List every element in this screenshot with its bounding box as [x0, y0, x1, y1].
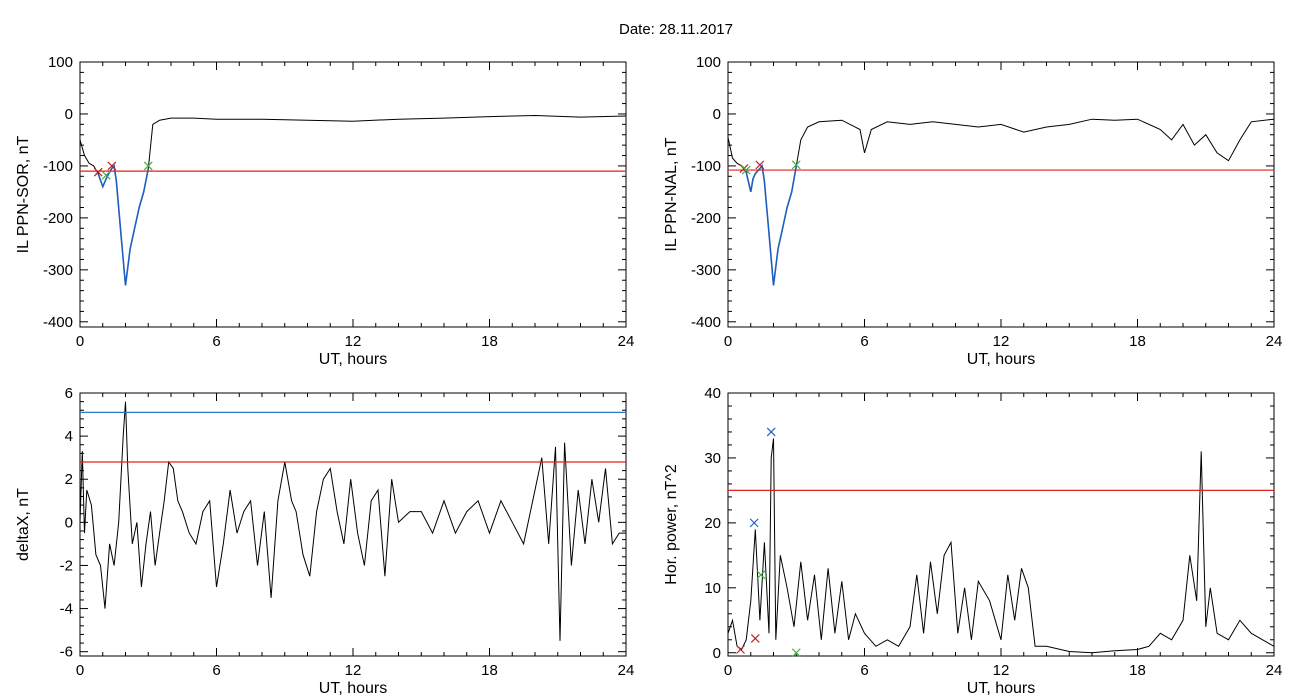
- marker-blue: [749, 518, 759, 528]
- marker-stroke: [736, 645, 745, 654]
- y-tick-label: -2: [60, 557, 73, 574]
- y-tick-label: -400: [691, 314, 721, 331]
- y-tick-label: 0: [65, 514, 73, 531]
- x-tick-label: 12: [993, 333, 1010, 350]
- marker-red: [755, 160, 765, 170]
- marker-stroke: [101, 170, 111, 180]
- data-line: [728, 118, 1274, 286]
- y-tick-label: 0: [713, 645, 721, 662]
- data-line: [728, 438, 1274, 654]
- plot-area: [728, 118, 1274, 286]
- y-tick-label: -300: [43, 262, 73, 279]
- x-axis-label: UT, hours: [319, 680, 387, 697]
- y-tick-label: -6: [60, 644, 73, 661]
- x-tick-label: 0: [76, 662, 84, 679]
- x-axis-label: UT, hours: [319, 351, 387, 368]
- y-axis-label: IL PPN-SOR, nT: [15, 135, 32, 253]
- plot-area: [80, 114, 626, 286]
- x-tick-label: 12: [345, 333, 362, 350]
- x-tick-label: 18: [1129, 333, 1146, 350]
- x-tick-label: 0: [724, 333, 732, 350]
- x-tick-label: 24: [1266, 333, 1283, 350]
- marker-blue: [766, 427, 776, 437]
- y-tick-label: 30: [704, 450, 721, 467]
- marker-green: [791, 648, 801, 658]
- x-tick-label: 6: [860, 333, 868, 350]
- y-tick-label: 2: [65, 471, 73, 488]
- y-tick-label: 0: [65, 106, 73, 123]
- marker-stroke: [791, 648, 801, 658]
- plot-frame: [727, 61, 1275, 328]
- x-tick-label: 6: [212, 662, 220, 679]
- y-tick-label: -100: [691, 158, 721, 175]
- y-tick-label: -200: [43, 210, 73, 227]
- x-tick-label: 12: [345, 662, 362, 679]
- x-axis-label: UT, hours: [967, 680, 1035, 697]
- marker-stroke: [107, 161, 117, 171]
- x-tick-label: 12: [993, 662, 1010, 679]
- y-tick-label: -200: [691, 210, 721, 227]
- data-line: [80, 401, 626, 641]
- marker-red: [107, 161, 117, 171]
- y-axis-label: Hor. power, nT^2: [663, 464, 680, 585]
- x-tick-label: 6: [860, 662, 868, 679]
- plot-area: [80, 401, 626, 641]
- x-axis-label: UT, hours: [967, 351, 1035, 368]
- y-tick-label: -4: [60, 601, 73, 618]
- marker-red: [750, 634, 760, 643]
- x-tick-label: 18: [1129, 662, 1146, 679]
- marker-stroke: [766, 427, 776, 437]
- marker-green: [741, 165, 751, 175]
- marker-stroke: [741, 165, 751, 175]
- marker-green: [143, 161, 153, 171]
- x-tick-label: 18: [481, 333, 498, 350]
- y-tick-label: 100: [48, 54, 73, 71]
- y-tick-label: 0: [713, 106, 721, 123]
- plot-frame: [79, 61, 627, 328]
- plot-frame: [727, 392, 1275, 657]
- x-tick-label: 24: [1266, 662, 1283, 679]
- y-axis-label: IL PPN-NAL, nT: [663, 137, 680, 251]
- y-tick-label: -400: [43, 314, 73, 331]
- marker-green: [101, 170, 111, 180]
- y-tick-label: 10: [704, 580, 721, 597]
- y-tick-label: 100: [696, 54, 721, 71]
- chart-panel-sor: 0 6 12 18 24 -400 -300 -200 -100 0 100 UT, hours IL …: [15, 54, 634, 368]
- marker-green: [756, 570, 766, 580]
- marker-stroke: [755, 160, 765, 170]
- x-tick-label: 24: [618, 662, 635, 679]
- marker-stroke: [756, 570, 766, 580]
- marker-red: [736, 645, 745, 654]
- plot-frame: [79, 392, 627, 657]
- x-tick-label: 18: [481, 662, 498, 679]
- highlighted-interval-line: [745, 164, 798, 286]
- marker-stroke: [749, 518, 759, 528]
- data-line: [80, 114, 626, 286]
- plot-area: [728, 438, 1274, 654]
- y-tick-label: 4: [65, 428, 73, 445]
- y-tick-label: 20: [704, 515, 721, 532]
- figure-title: Date: 28.11.2017: [619, 21, 733, 38]
- marker-stroke: [791, 160, 801, 170]
- marker-stroke: [93, 167, 103, 177]
- highlighted-interval-line: [97, 164, 150, 286]
- marker-red: [93, 167, 103, 177]
- chart-panel-nal: 0 6 12 18 24 -400 -300 -200 -100 0 100 UT, hours IL …: [663, 54, 1282, 368]
- y-tick-label: -100: [43, 158, 73, 175]
- chart-panel-power: 0 6 12 18 24 0 10 20 30 40 UT, hours Hor. power, nT…: [663, 385, 1282, 697]
- x-tick-label: 24: [618, 333, 635, 350]
- y-tick-label: 40: [704, 385, 721, 402]
- x-tick-label: 0: [724, 662, 732, 679]
- marker-green: [791, 160, 801, 170]
- x-tick-label: 6: [212, 333, 220, 350]
- y-tick-label: -300: [691, 262, 721, 279]
- marker-stroke: [143, 161, 153, 171]
- marker-stroke: [750, 634, 760, 643]
- x-tick-label: 0: [76, 333, 84, 350]
- y-tick-label: 6: [65, 385, 73, 402]
- y-axis-label: deltaX, nT: [15, 488, 32, 561]
